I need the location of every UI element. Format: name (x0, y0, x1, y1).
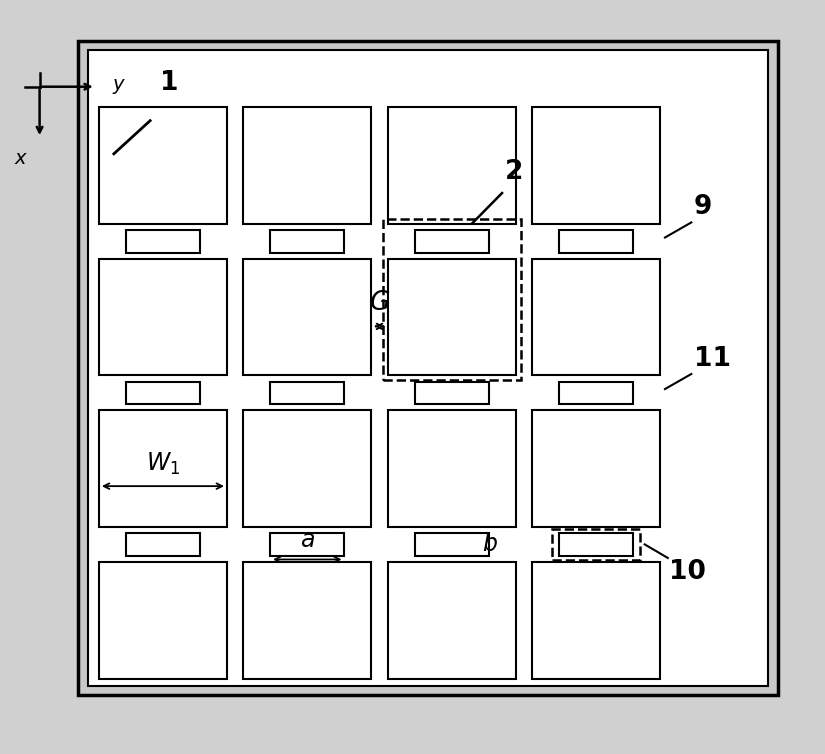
Bar (243, 410, 371, 527)
Text: 2: 2 (506, 160, 524, 185)
Bar (388, 107, 516, 224)
Bar (78, 41, 778, 695)
Bar (99, 259, 227, 375)
Bar (532, 107, 660, 224)
Bar (243, 107, 371, 224)
Bar (388, 410, 516, 527)
Text: 9: 9 (694, 195, 712, 220)
Bar (126, 230, 200, 253)
Text: $y$: $y$ (112, 77, 126, 97)
Text: $a$: $a$ (299, 528, 315, 552)
Bar (99, 562, 227, 679)
Bar (553, 529, 639, 560)
Text: $b$: $b$ (482, 532, 497, 556)
Bar (126, 382, 200, 404)
Bar (99, 410, 227, 527)
Bar (271, 533, 344, 556)
Text: $x$: $x$ (14, 149, 29, 168)
Bar (559, 533, 633, 556)
Bar (559, 230, 633, 253)
Text: 10: 10 (669, 559, 706, 585)
Bar (415, 230, 488, 253)
Bar (415, 533, 488, 556)
Bar (388, 562, 516, 679)
Bar (126, 533, 200, 556)
Text: $G$: $G$ (369, 290, 390, 316)
Bar (271, 382, 344, 404)
Bar (532, 562, 660, 679)
Text: $W_1$: $W_1$ (146, 451, 180, 477)
Bar (271, 230, 344, 253)
Bar (388, 259, 516, 375)
Text: 11: 11 (694, 346, 731, 372)
Bar (243, 259, 371, 375)
Text: 1: 1 (160, 70, 178, 96)
Bar (415, 382, 488, 404)
Bar (383, 219, 521, 380)
Bar (559, 382, 633, 404)
Bar (532, 410, 660, 527)
Bar (532, 259, 660, 375)
Bar (99, 107, 227, 224)
Bar (243, 562, 371, 679)
Bar (88, 50, 768, 686)
